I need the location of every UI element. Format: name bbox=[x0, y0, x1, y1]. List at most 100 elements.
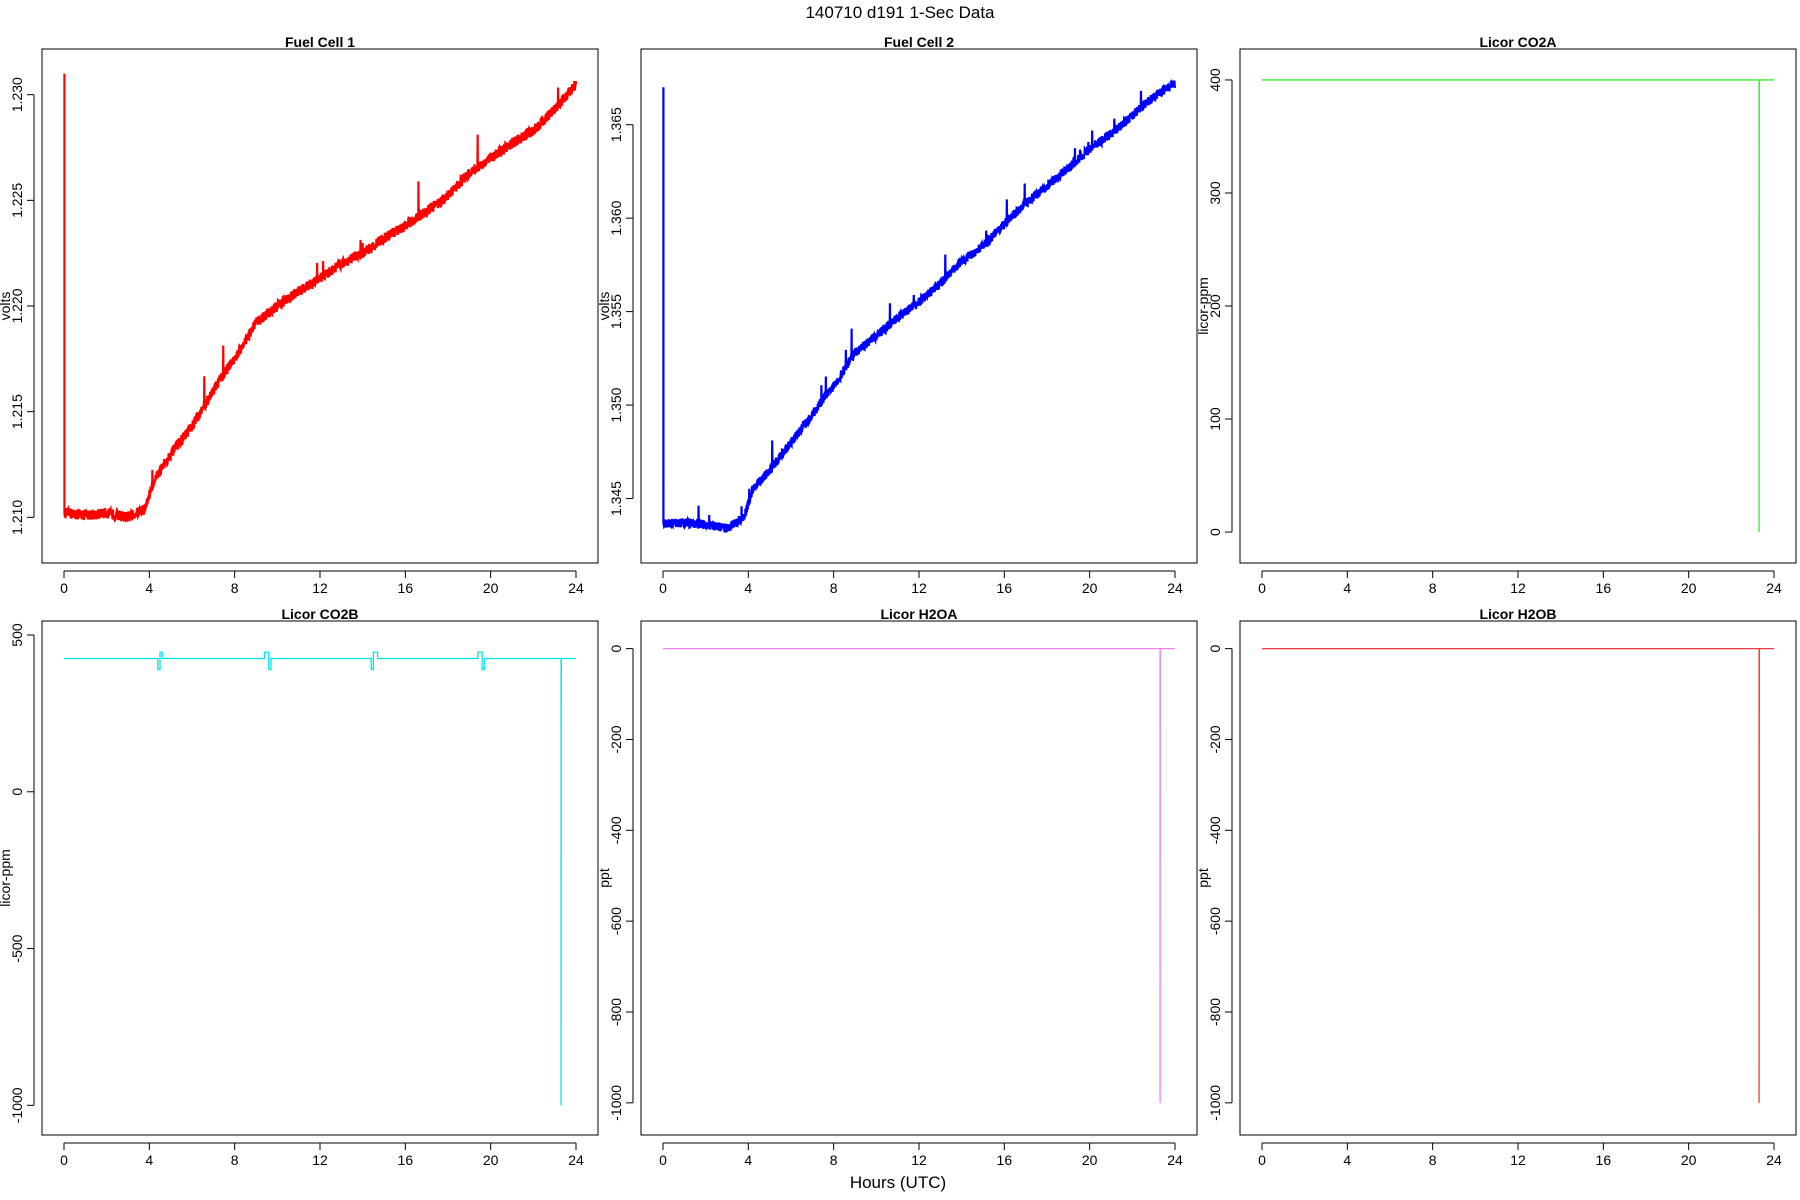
y-axis: 1.345 1.350 1.355 1.360 1.365 bbox=[608, 107, 634, 516]
x-axis: 0 4 8 12 16 20 24 bbox=[1258, 1142, 1782, 1168]
y-tick-label: 1.225 bbox=[9, 183, 25, 218]
y-tick-label: -1000 bbox=[9, 1087, 25, 1123]
y-axis: -1000 -500 0 500 bbox=[9, 623, 35, 1123]
x-tick-label: 0 bbox=[659, 1152, 667, 1168]
y-axis-label: ppt bbox=[1195, 868, 1211, 888]
y-tick-label: -600 bbox=[1207, 907, 1223, 935]
y-tick-label: -600 bbox=[608, 907, 624, 935]
y-axis-label: licor-ppm bbox=[1195, 277, 1211, 335]
y-tick-label: 1.360 bbox=[608, 200, 624, 235]
x-tick-label: 16 bbox=[398, 580, 414, 596]
y-tick-label: 200 bbox=[1207, 294, 1223, 318]
plot-frame bbox=[41, 48, 599, 564]
x-tick-label: 24 bbox=[1167, 1152, 1183, 1168]
series-line bbox=[64, 651, 576, 1106]
x-tick-label: 24 bbox=[568, 1152, 584, 1168]
x-tick-label: 20 bbox=[483, 580, 499, 596]
y-tick-label: -200 bbox=[1207, 725, 1223, 753]
y-tick-label: -1000 bbox=[608, 1085, 624, 1121]
series-line bbox=[662, 79, 1177, 533]
x-tick-label: 12 bbox=[1510, 580, 1526, 596]
plot-frame bbox=[1239, 48, 1797, 564]
series-line bbox=[63, 73, 578, 524]
series-line bbox=[1262, 79, 1774, 533]
x-tick-label: 0 bbox=[60, 1152, 68, 1168]
x-tick-label: 4 bbox=[145, 580, 153, 596]
chart-licor-co2a: Licor CO2A 0 4 8 12 16 20 24 0 100 200 300 400 licor-… bbox=[1195, 34, 1797, 596]
chart-fuel-cell-2: Fuel Cell 20 4 8 12 16 20 241.3451.3501.3551.3… bbox=[596, 34, 1198, 596]
x-tick-label: 12 bbox=[312, 580, 328, 596]
chart-licor-co2b: Licor CO2B 0 4 8 12 16 20 24 -1000 -500 0 500 licor-… bbox=[0, 606, 599, 1168]
y-tick-label: 1.210 bbox=[9, 500, 25, 535]
y-tick-label: 500 bbox=[9, 623, 25, 647]
y-tick-label: 1.345 bbox=[608, 481, 624, 516]
y-tick-label: -200 bbox=[608, 725, 624, 753]
y-tick-label: -400 bbox=[608, 816, 624, 844]
x-tick-label: 0 bbox=[1258, 580, 1266, 596]
x-tick-label: 16 bbox=[398, 1152, 414, 1168]
x-tick-label: 12 bbox=[911, 1152, 927, 1168]
y-tick-label: 1.365 bbox=[608, 107, 624, 142]
y-axis: 0 100 200 300 400 bbox=[1207, 68, 1233, 536]
x-tick-label: 24 bbox=[568, 580, 584, 596]
y-axis: -1000 -800 -600 -400 -200 0 bbox=[608, 645, 634, 1121]
x-tick-label: 0 bbox=[60, 580, 68, 596]
x-tick-label: 4 bbox=[145, 1152, 153, 1168]
y-tick-label: -800 bbox=[608, 998, 624, 1026]
y-tick-label: 1.355 bbox=[608, 294, 624, 329]
y-tick-label: -1000 bbox=[1207, 1085, 1223, 1121]
y-tick-label: 0 bbox=[9, 788, 25, 796]
y-axis-label: licor-ppm bbox=[0, 849, 13, 907]
x-tick-label: 4 bbox=[744, 1152, 752, 1168]
x-tick-label: 20 bbox=[1681, 1152, 1697, 1168]
y-tick-label: -500 bbox=[9, 934, 25, 962]
chart-title: Licor CO2B bbox=[281, 606, 358, 622]
y-tick-label: 100 bbox=[1207, 407, 1223, 431]
chart-title: Licor H2OA bbox=[880, 606, 957, 622]
x-tick-label: 20 bbox=[483, 1152, 499, 1168]
y-tick-label: 0 bbox=[608, 645, 624, 653]
x-tick-label: 20 bbox=[1082, 1152, 1098, 1168]
x-tick-label: 24 bbox=[1167, 580, 1183, 596]
chart-title: Licor CO2A bbox=[1479, 34, 1556, 50]
x-tick-label: 24 bbox=[1766, 1152, 1782, 1168]
x-tick-label: 8 bbox=[830, 1152, 838, 1168]
x-tick-label: 12 bbox=[1510, 1152, 1526, 1168]
y-axis: 1.210 1.215 1.220 1.225 1.230 bbox=[9, 77, 35, 535]
chart-licor-h2ob: Licor H2OB 0 4 8 12 16 20 24 -1000 -800 -600 -400 -2… bbox=[1195, 606, 1797, 1168]
x-axis: 0 4 8 12 16 20 24 bbox=[60, 570, 584, 596]
y-tick-label: 1.230 bbox=[9, 77, 25, 112]
chart-title: Fuel Cell 1 bbox=[285, 34, 355, 50]
x-axis: 0 4 8 12 16 20 24 bbox=[659, 570, 1183, 596]
x-tick-label: 8 bbox=[231, 580, 239, 596]
x-tick-label: 8 bbox=[1429, 1152, 1437, 1168]
y-axis-label: volts bbox=[596, 292, 612, 321]
figure-title: 140710 d191 1-Sec Data bbox=[805, 3, 995, 22]
x-tick-label: 12 bbox=[312, 1152, 328, 1168]
y-axis: -1000 -800 -600 -400 -200 0 bbox=[1207, 645, 1233, 1121]
chart-title: Fuel Cell 2 bbox=[884, 34, 954, 50]
panels: Fuel Cell 10 4 8 12 16 20 241.2101.2151.2201.2… bbox=[0, 34, 1797, 1168]
series-line bbox=[1262, 647, 1774, 1103]
x-tick-label: 8 bbox=[1429, 580, 1437, 596]
x-tick-label: 20 bbox=[1681, 580, 1697, 596]
x-tick-label: 4 bbox=[1343, 1152, 1351, 1168]
x-tick-label: 0 bbox=[659, 580, 667, 596]
x-tick-label: 24 bbox=[1766, 580, 1782, 596]
y-axis-label: volts bbox=[0, 292, 13, 321]
plot-frame bbox=[640, 48, 1198, 564]
y-tick-label: 1.220 bbox=[9, 288, 25, 323]
y-tick-label: 400 bbox=[1207, 68, 1223, 92]
plot-frame bbox=[41, 620, 599, 1136]
x-tick-label: 8 bbox=[830, 580, 838, 596]
chart-licor-h2oa: Licor H2OA 0 4 8 12 16 20 24 -1000 -800 -600 -400 -2… bbox=[596, 606, 1198, 1168]
y-tick-label: 300 bbox=[1207, 181, 1223, 205]
y-axis-label: ppt bbox=[596, 868, 612, 888]
x-axis-title: Hours (UTC) bbox=[850, 1173, 946, 1192]
x-tick-label: 16 bbox=[997, 1152, 1013, 1168]
x-tick-label: 16 bbox=[997, 580, 1013, 596]
chart-fuel-cell-1: Fuel Cell 10 4 8 12 16 20 241.2101.2151.2201.2… bbox=[0, 34, 599, 596]
x-tick-label: 16 bbox=[1596, 1152, 1612, 1168]
y-tick-label: 0 bbox=[1207, 645, 1223, 653]
